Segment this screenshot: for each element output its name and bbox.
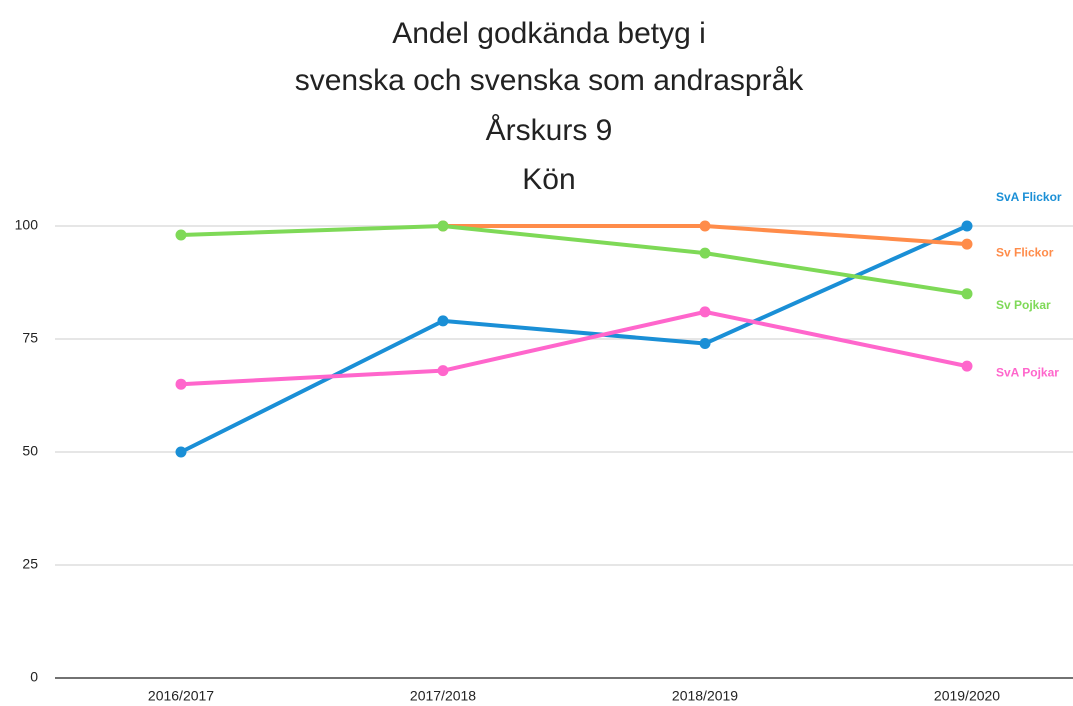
- data-point: [699, 247, 711, 259]
- data-point: [175, 229, 187, 241]
- y-tick-label: 50: [22, 443, 38, 459]
- chart-title: svenska och svenska som andraspråk: [295, 64, 805, 97]
- chart-title: Kön: [522, 163, 575, 196]
- y-tick-label: 75: [22, 330, 38, 346]
- x-tick-label: 2018/2019: [672, 688, 738, 704]
- data-point: [961, 360, 973, 372]
- y-tick-label: 0: [30, 669, 38, 685]
- data-point: [437, 365, 449, 377]
- data-point: [699, 338, 711, 350]
- series-label: SvA Flickor: [996, 190, 1062, 204]
- data-point: [961, 238, 973, 250]
- data-point: [699, 306, 711, 318]
- data-point: [961, 220, 973, 232]
- x-tick-label: 2016/2017: [148, 688, 214, 704]
- series-line: [180, 224, 968, 296]
- chart-title: Andel godkända betyg i: [392, 17, 706, 50]
- x-tick-label: 2017/2018: [410, 688, 476, 704]
- data-point: [437, 220, 449, 232]
- x-tick-label: 2019/2020: [934, 688, 1000, 704]
- series-label: SvA Pojkar: [996, 365, 1059, 379]
- y-tick-label: 25: [22, 556, 38, 572]
- data-point: [175, 378, 187, 390]
- data-point: [961, 288, 973, 300]
- series-line: [180, 224, 968, 454]
- series-label: Sv Flickor: [996, 245, 1054, 259]
- data-point: [437, 315, 449, 327]
- chart-title: Årskurs 9: [486, 114, 613, 147]
- data-point: [175, 446, 187, 458]
- series-line: [180, 309, 968, 387]
- y-tick-label: 100: [15, 217, 39, 233]
- series-label: Sv Pojkar: [996, 298, 1051, 312]
- data-point: [699, 220, 711, 232]
